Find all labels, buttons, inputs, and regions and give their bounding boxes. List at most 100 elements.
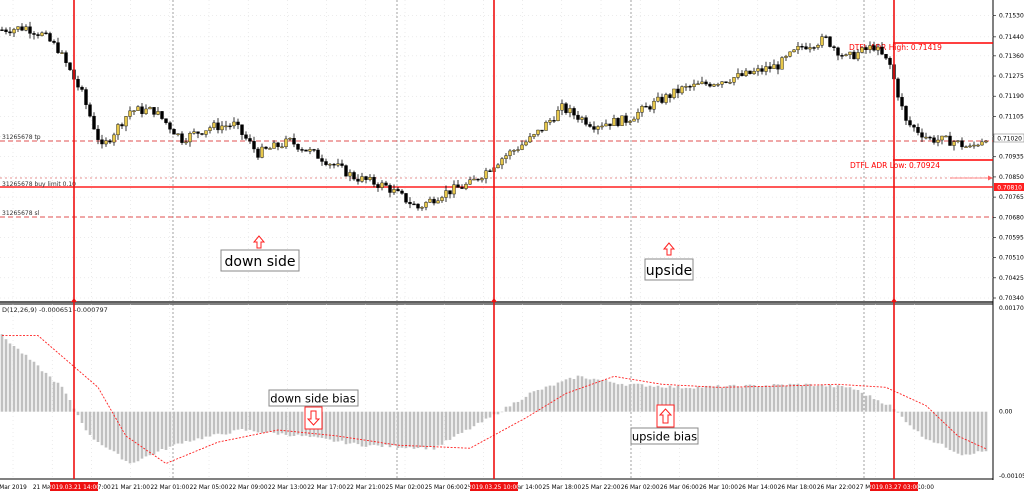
- candle-body[interactable]: [144, 108, 148, 114]
- candle-body[interactable]: [944, 135, 948, 138]
- annotation-upside[interactable]: upside: [644, 242, 694, 281]
- candle-body[interactable]: [80, 86, 84, 90]
- candle-body[interactable]: [688, 86, 692, 88]
- candle-body[interactable]: [576, 114, 580, 120]
- candle-body[interactable]: [276, 142, 280, 148]
- candle-body[interactable]: [420, 207, 424, 209]
- candle-body[interactable]: [460, 187, 464, 189]
- candle-body[interactable]: [400, 190, 404, 194]
- candle-body[interactable]: [228, 125, 232, 128]
- candle-body[interactable]: [780, 57, 784, 70]
- candle-body[interactable]: [844, 54, 848, 56]
- candle-body[interactable]: [20, 26, 24, 31]
- candle-body[interactable]: [112, 134, 116, 143]
- candle-body[interactable]: [240, 124, 244, 135]
- candle-body[interactable]: [16, 26, 20, 30]
- candle-body[interactable]: [452, 184, 456, 195]
- candle-body[interactable]: [36, 34, 40, 36]
- candle-body[interactable]: [820, 36, 824, 46]
- candle-body[interactable]: [124, 116, 128, 127]
- candle-body[interactable]: [744, 70, 748, 76]
- candle-body[interactable]: [388, 185, 392, 193]
- candle-body[interactable]: [588, 124, 592, 127]
- candle-body[interactable]: [328, 163, 332, 166]
- candle-body[interactable]: [528, 136, 532, 143]
- candle-body[interactable]: [0, 29, 4, 31]
- candle-body[interactable]: [560, 103, 564, 111]
- candle-body[interactable]: [300, 149, 304, 151]
- candle-body[interactable]: [316, 149, 320, 159]
- candle-body[interactable]: [64, 52, 68, 63]
- candle-body[interactable]: [456, 184, 460, 188]
- candle-body[interactable]: [476, 178, 480, 181]
- candle-body[interactable]: [848, 51, 852, 55]
- candle-body[interactable]: [784, 56, 788, 58]
- candle-body[interactable]: [720, 81, 724, 85]
- candle-body[interactable]: [192, 131, 196, 134]
- candle-body[interactable]: [512, 150, 516, 152]
- candle-body[interactable]: [488, 170, 492, 172]
- candle-body[interactable]: [176, 133, 180, 135]
- candle-body[interactable]: [296, 143, 300, 150]
- candle-body[interactable]: [600, 125, 604, 128]
- candle-body[interactable]: [772, 64, 776, 69]
- candle-body[interactable]: [4, 29, 8, 32]
- candle-body[interactable]: [568, 108, 572, 113]
- candle-body[interactable]: [896, 78, 900, 98]
- candle-body[interactable]: [624, 115, 628, 123]
- candle-body[interactable]: [948, 135, 952, 146]
- candle-body[interactable]: [816, 45, 820, 48]
- candle-body[interactable]: [308, 149, 312, 152]
- candle-body[interactable]: [656, 96, 660, 102]
- candle-body[interactable]: [168, 122, 172, 130]
- candle-body[interactable]: [764, 66, 768, 72]
- candle-body[interactable]: [384, 182, 388, 186]
- candle-body[interactable]: [556, 110, 560, 122]
- candle-body[interactable]: [916, 127, 920, 133]
- candle-body[interactable]: [256, 148, 260, 158]
- candle-body[interactable]: [160, 111, 164, 119]
- candle-body[interactable]: [628, 120, 632, 123]
- candle-body[interactable]: [264, 146, 268, 149]
- candle-body[interactable]: [952, 141, 956, 146]
- candle-body[interactable]: [676, 88, 680, 94]
- candle-body[interactable]: [352, 172, 356, 180]
- candle-body[interactable]: [680, 86, 684, 94]
- candle-body[interactable]: [40, 32, 44, 36]
- candle-body[interactable]: [196, 131, 200, 134]
- candle-body[interactable]: [660, 96, 664, 103]
- candle-body[interactable]: [692, 83, 696, 87]
- candle-body[interactable]: [620, 115, 624, 126]
- candle-body[interactable]: [508, 150, 512, 156]
- candle-body[interactable]: [496, 164, 500, 169]
- candle-body[interactable]: [148, 107, 152, 110]
- candle-body[interactable]: [156, 111, 160, 115]
- candle-body[interactable]: [428, 198, 432, 203]
- candle-body[interactable]: [564, 103, 568, 113]
- candle-body[interactable]: [336, 163, 340, 166]
- candle-body[interactable]: [12, 29, 16, 34]
- candle-body[interactable]: [268, 148, 272, 150]
- candle-body[interactable]: [544, 122, 548, 131]
- candle-body[interactable]: [28, 26, 32, 34]
- candle-body[interactable]: [208, 127, 212, 131]
- candle-body[interactable]: [900, 97, 904, 107]
- annotation-down-side[interactable]: down side: [220, 235, 300, 272]
- candle-body[interactable]: [164, 118, 168, 123]
- candle-body[interactable]: [804, 46, 808, 50]
- candle-body[interactable]: [468, 179, 472, 185]
- candle-body[interactable]: [372, 177, 376, 185]
- candle-body[interactable]: [140, 106, 144, 114]
- candle-body[interactable]: [920, 132, 924, 138]
- candle-body[interactable]: [824, 36, 828, 38]
- candle-body[interactable]: [960, 140, 964, 148]
- price-pane[interactable]: [0, 0, 993, 302]
- candle-body[interactable]: [104, 140, 108, 145]
- candle-body[interactable]: [888, 57, 892, 65]
- candle-body[interactable]: [424, 202, 428, 208]
- candle-body[interactable]: [392, 189, 396, 193]
- candle-body[interactable]: [368, 177, 372, 180]
- candle-body[interactable]: [248, 138, 252, 142]
- candle-body[interactable]: [344, 165, 348, 177]
